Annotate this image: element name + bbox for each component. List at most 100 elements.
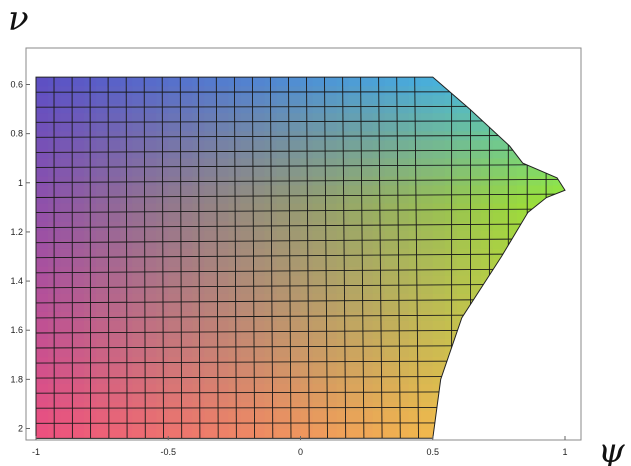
surface-cell (384, 86, 398, 96)
surface-cell (324, 284, 338, 295)
surface-cell (132, 113, 145, 123)
surface-cell (420, 393, 434, 403)
surface-cell (324, 194, 338, 205)
surface-cell (480, 393, 494, 403)
surface-cell (204, 375, 217, 385)
surface-cell (204, 248, 217, 259)
surface-cell (384, 320, 398, 331)
surface-cell (360, 158, 374, 169)
surface-cell (156, 393, 169, 403)
surface-cell (396, 167, 410, 178)
surface-cell (432, 339, 446, 349)
surface-cell (324, 375, 338, 385)
surface-cell (312, 420, 326, 430)
surface-cell (72, 77, 85, 87)
surface-cell (396, 248, 410, 259)
surface-cell (468, 284, 482, 295)
y-axis-ticks: 0.6 0.8 1 1.2 1.4 1.6 1.8 2 (10, 80, 30, 434)
surface-cell (444, 122, 458, 132)
surface-cell (528, 266, 542, 277)
surface-cell (504, 393, 518, 403)
surface-cell (300, 203, 314, 214)
surface-cell (324, 384, 338, 394)
surface-cell (348, 384, 362, 394)
surface-cell (180, 131, 193, 141)
surface-cell (468, 366, 482, 376)
surface-cell (360, 176, 374, 187)
surface-cell (216, 366, 229, 376)
surface-cell (540, 230, 554, 241)
surface-cell (396, 203, 410, 214)
surface-cell (456, 402, 470, 412)
surface-cell (192, 402, 205, 412)
surface-cell (180, 194, 193, 205)
surface-cell (168, 212, 181, 223)
surface-cell (324, 293, 338, 304)
surface-cell (252, 203, 266, 214)
surface-cell (228, 293, 241, 304)
surface-cell (324, 221, 338, 232)
surface-cell (408, 348, 422, 358)
surface-cell (264, 239, 278, 250)
surface-cell (192, 339, 205, 349)
surface-cell (480, 149, 494, 159)
x-tick-label: -1 (32, 447, 40, 457)
surface-cell (456, 348, 470, 358)
surface-cell (384, 329, 398, 340)
surface-cell (456, 284, 470, 295)
surface-cell (276, 194, 290, 205)
surface-cell (144, 149, 157, 159)
surface-cell (480, 248, 494, 259)
surface-cell (216, 95, 229, 105)
surface-cell (240, 149, 254, 159)
surface-cell (384, 149, 398, 159)
surface-cell (312, 203, 326, 214)
surface-cell (492, 357, 506, 367)
surface-cell (252, 194, 266, 205)
surface-cell (540, 284, 554, 295)
surface-cell (60, 293, 73, 304)
surface-cell (60, 284, 73, 295)
surface-cell (276, 402, 290, 412)
surface-cell (324, 266, 338, 277)
surface-cell (168, 339, 181, 349)
surface-cell (132, 131, 145, 141)
surface-cell (204, 239, 217, 250)
surface-cell (504, 104, 518, 114)
surface-cell (432, 158, 446, 169)
surface-cell (504, 113, 518, 123)
surface-cell (144, 77, 157, 87)
surface-cell (432, 203, 446, 214)
surface-cell (288, 420, 302, 430)
surface-cell (396, 402, 410, 412)
surface-cell (300, 393, 314, 403)
surface-cell (528, 384, 542, 394)
y-tick-label: 1.4 (10, 276, 23, 286)
surface-cell (444, 302, 458, 313)
surface-cell (504, 77, 518, 87)
surface-cell (348, 420, 362, 430)
surface-cell (144, 429, 157, 439)
surface-cell (300, 239, 314, 250)
surface-cell (360, 104, 374, 114)
surface-cell (540, 221, 554, 232)
surface-cell (360, 149, 374, 159)
surface-cell (228, 375, 241, 385)
surface-cell (420, 429, 434, 439)
surface-cell (516, 230, 530, 241)
surface-cell (372, 348, 386, 358)
surface-cell (252, 140, 266, 150)
surface-cell (312, 429, 326, 439)
surface-cell (456, 176, 470, 187)
y-tick-label: 1.2 (10, 227, 23, 237)
surface-cell (132, 158, 145, 169)
surface-cell (180, 329, 193, 340)
surface-cell (96, 203, 109, 214)
surface-cell (336, 257, 350, 268)
surface-cell (492, 266, 506, 277)
surface-cell (408, 275, 422, 286)
surface-cell (384, 275, 398, 286)
surface-cell (204, 122, 217, 132)
surface-cell (432, 239, 446, 250)
grid-line-horizontal (36, 149, 565, 153)
